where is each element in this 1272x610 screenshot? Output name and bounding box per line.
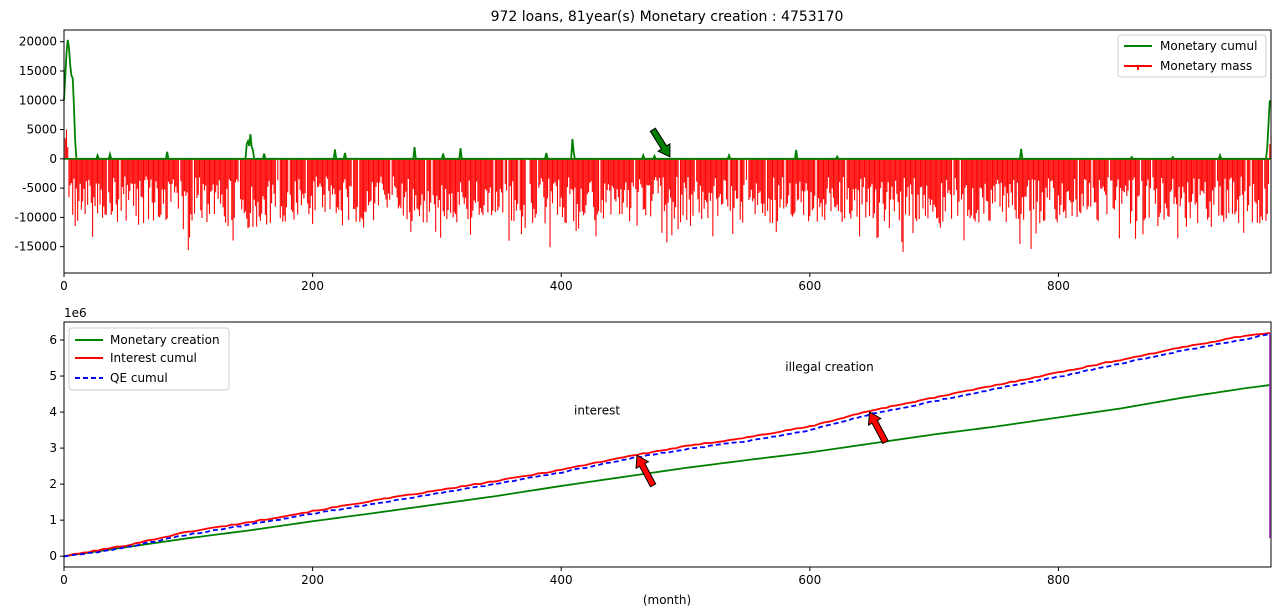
top-y-tick-label: 10000: [19, 93, 57, 107]
top-x-tick-label: 400: [550, 279, 573, 293]
legend-mass-label: Monetary mass: [1160, 59, 1252, 73]
legend-interest-label: Interest cumul: [110, 351, 197, 365]
top-chart-title: 972 loans, 81year(s) Monetary creation :…: [491, 9, 844, 25]
bottom-y-tick-label: 0: [49, 549, 57, 563]
bottom-x-tick-label: 0: [60, 573, 68, 587]
top-y-tick-label: 5000: [26, 123, 57, 137]
illegal-creation-annotation-label: illegal creation: [785, 360, 874, 374]
top-y-tick-label: 0: [49, 152, 57, 166]
qe-cumul-line: [63, 333, 1270, 558]
monetary-creation-line: [63, 384, 1270, 558]
interest-cumul-line: [63, 331, 1270, 558]
interest-arrow: [635, 454, 657, 488]
legend-qe-label: QE cumul: [110, 371, 168, 385]
legend-cumul-label: Monetary cumul: [1160, 39, 1257, 53]
green-arrow-annotation: [649, 127, 671, 158]
top-x-tick-label: 600: [798, 279, 821, 293]
top-legend: Monetary cumul Monetary mass: [1117, 34, 1267, 78]
bottom-legend: Monetary creation Interest cumul QE cumul: [68, 327, 230, 391]
legend-creation-label: Monetary creation: [110, 333, 220, 347]
top-y-tick-label: 15000: [19, 64, 57, 78]
bottom-y-tick-label: 5: [49, 369, 57, 383]
bottom-legend-box: [68, 327, 230, 391]
bottom-x-tick-label: 400: [550, 573, 573, 587]
interest-annotation-label: interest: [574, 403, 620, 417]
top-axes-frame: [63, 29, 1272, 274]
bottom-y-tick-label: 2: [49, 477, 57, 491]
bottom-y-tick-label: 3: [49, 441, 57, 455]
top-x-tick-label: 200: [301, 279, 324, 293]
bottom-y-tick-label: 1: [49, 513, 57, 527]
bottom-y-multiplier: 1e6: [64, 306, 87, 320]
top-x-tick-label: 0: [60, 279, 68, 293]
monetary-mass-stems: [64, 129, 1272, 252]
top-plot: 0 200 400 600 800 -15000 -10000 -5000 0 5000 10000…: [14, 29, 1272, 293]
bottom-x-tick-label: 200: [301, 573, 324, 587]
bottom-plot: interest illegal creation 0 200 400 600 800 0 1 2…: [49, 321, 1272, 587]
top-x-tick-label: 800: [1047, 279, 1070, 293]
bottom-x-axis-label: (month): [643, 593, 691, 607]
bottom-y-tick-label: 4: [49, 405, 57, 419]
bottom-x-tick-label: 800: [1047, 573, 1070, 587]
illegal-creation-arrow: [867, 411, 889, 445]
top-legend-box: [1117, 34, 1267, 78]
bottom-x-tick-label: 600: [798, 573, 821, 587]
monetary-cumul-line: [63, 39, 1271, 160]
top-y-tick-label: -10000: [14, 210, 57, 224]
top-y-tick-label: -5000: [22, 181, 57, 195]
top-y-tick-label: 20000: [19, 35, 57, 49]
bottom-axes-frame: [63, 321, 1272, 568]
top-y-tick-label: -15000: [14, 240, 57, 254]
bottom-y-tick-label: 6: [49, 333, 57, 347]
